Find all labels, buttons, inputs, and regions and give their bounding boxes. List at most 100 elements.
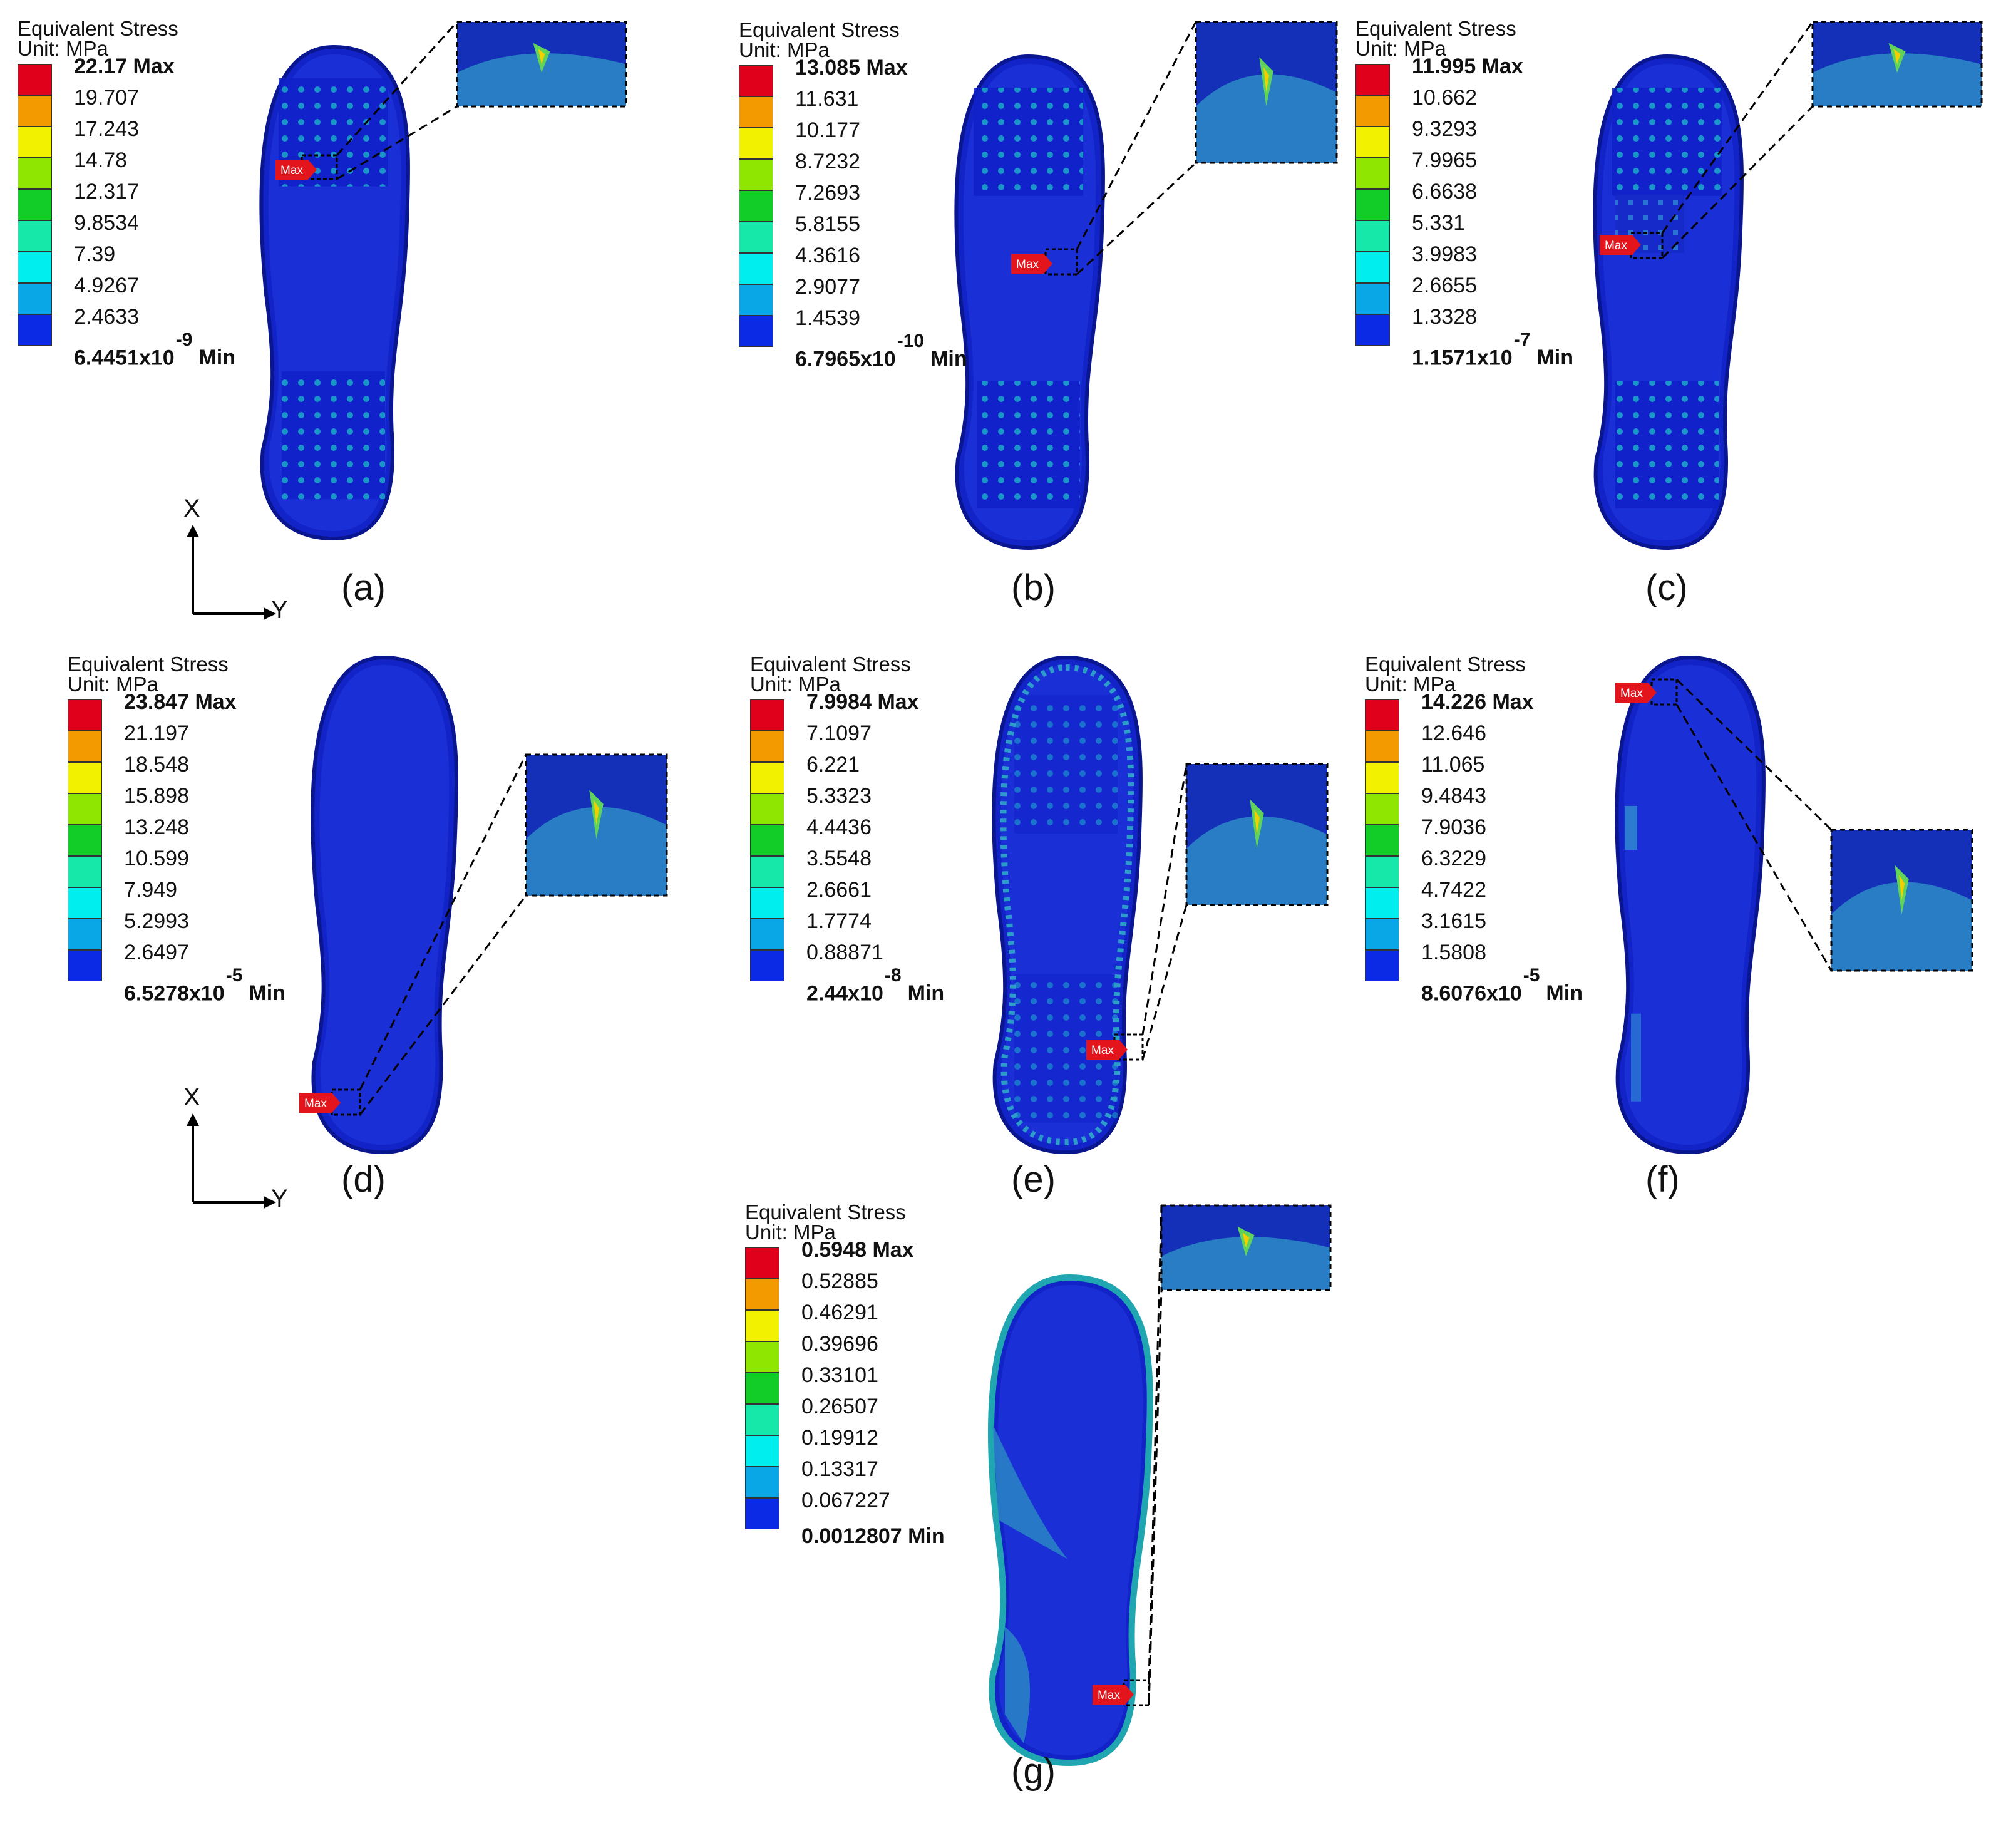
legend-f: Equivalent Stress Unit: MPa 14.226 Max 12.6… xyxy=(1365,654,1628,1005)
legend-a: Equivalent Stress Unit: MPa 22.17 Max 19.70… xyxy=(18,18,280,370)
color-swatch xyxy=(1365,856,1399,887)
leader-line xyxy=(359,754,527,1090)
leader-line xyxy=(1148,1205,1163,1681)
legend-tick-label: 2.9077 xyxy=(795,275,860,299)
legend-min-word: Min xyxy=(249,981,285,1006)
legend-tick-label: 0.88871 xyxy=(806,941,883,964)
legend-tick-label: 0.26507 xyxy=(801,1395,878,1418)
color-swatch xyxy=(1355,220,1390,252)
color-swatch xyxy=(739,222,773,253)
color-swatch xyxy=(18,283,52,314)
legend-tick-label: 3.1615 xyxy=(1421,909,1486,933)
axis-x-label: X xyxy=(183,495,200,522)
inset-border xyxy=(1185,763,1329,906)
stress-patch xyxy=(1631,1013,1641,1102)
color-swatch xyxy=(750,950,784,981)
legend-min-value: 0.0012807 Min xyxy=(801,1524,945,1548)
leader-line xyxy=(336,21,458,157)
legend-tick-label: 2.6661 xyxy=(806,878,872,902)
zoom-inset xyxy=(1160,1204,1332,1291)
color-swatch xyxy=(750,887,784,919)
legend-title: Equivalent Stress xyxy=(1365,653,1526,676)
inset-region xyxy=(1186,816,1327,905)
panel-caption-d: (d) xyxy=(341,1159,386,1200)
legend-unit: Unit: MPa xyxy=(18,37,108,60)
max-marker-label: Max xyxy=(1016,258,1039,271)
color-swatch xyxy=(1365,919,1399,950)
inset-region xyxy=(1161,1237,1330,1290)
inset-region xyxy=(1196,74,1337,163)
color-swatch xyxy=(750,825,784,856)
legend-tick-label: 6.6638 xyxy=(1412,180,1477,204)
color-swatch xyxy=(1365,825,1399,856)
inset-border xyxy=(456,21,627,108)
max-marker-arrow xyxy=(1632,235,1641,255)
legend-tick-label: 0.39696 xyxy=(801,1332,878,1356)
legend-min-word: Min xyxy=(198,346,235,370)
legend-min-label: 6.4451x10-9Min xyxy=(74,329,235,370)
zoom-box xyxy=(301,154,338,180)
legend-min-label: 1.1571x10-7Min xyxy=(1412,329,1573,370)
color-swatch xyxy=(739,128,773,159)
color-swatch xyxy=(68,731,102,762)
panel-caption-b: (b) xyxy=(1011,567,1056,608)
legend-min-word: Min xyxy=(907,981,945,1006)
legend-tick-label: 4.7422 xyxy=(1421,878,1486,902)
color-swatch xyxy=(68,856,102,887)
legend-min-value: 6.7965x10 xyxy=(795,347,896,371)
color-swatch xyxy=(1355,126,1390,158)
legend-title: Equivalent Stress xyxy=(1355,17,1516,40)
edge-stress xyxy=(1000,664,1134,1146)
axis-x-label: X xyxy=(183,1083,200,1111)
inset-hotspot-peak xyxy=(1242,1232,1250,1248)
max-marker xyxy=(1011,254,1044,274)
color-bar xyxy=(750,699,784,981)
legend-tick-label: 0.067227 xyxy=(801,1489,890,1512)
legend-tick-label: 4.4436 xyxy=(806,815,872,839)
legend-title: Equivalent Stress xyxy=(745,1200,906,1224)
color-bar xyxy=(739,65,773,347)
max-marker xyxy=(275,160,308,180)
legend-min-label: 0.0012807 Min xyxy=(801,1524,945,1549)
legend-min-label: 8.6076x10-5 Min xyxy=(1421,965,1583,1006)
legend-tick-label: 10.662 xyxy=(1412,86,1477,110)
legend-tick-label: 11.065 xyxy=(1421,753,1485,777)
insole-surface xyxy=(319,665,450,1145)
color-swatch xyxy=(68,950,102,981)
legend-tick-label: 12.317 xyxy=(74,180,139,204)
color-bar xyxy=(1365,699,1399,981)
axis-arrows xyxy=(187,525,276,620)
color-swatch xyxy=(18,64,52,95)
legend-tick-label: 0.46291 xyxy=(801,1301,878,1324)
zoom-inset xyxy=(1185,763,1329,906)
color-swatch xyxy=(1365,699,1399,731)
zoom-inset xyxy=(1195,21,1338,164)
legend-tick-label: 2.4633 xyxy=(74,305,139,329)
inset-hotspot-peak xyxy=(1899,875,1905,901)
legend-min-value: 2.44x10 xyxy=(806,981,883,1006)
max-marker-arrow xyxy=(308,160,317,180)
legend-tick-label: 1.3328 xyxy=(1412,305,1477,329)
legend-tick-label: 1.7774 xyxy=(806,909,872,933)
inset-region xyxy=(526,807,667,896)
color-swatch xyxy=(745,1279,779,1310)
color-swatch xyxy=(739,190,773,222)
legend-tick-label: 9.3293 xyxy=(1412,117,1477,141)
max-marker-label: Max xyxy=(280,164,303,177)
color-swatch xyxy=(1365,762,1399,793)
color-swatch xyxy=(18,158,52,189)
legend-max-label: 0.5948 Max xyxy=(801,1238,914,1262)
inset-border xyxy=(525,753,668,897)
max-marker xyxy=(1086,1040,1119,1060)
legend-tick-label: 9.8534 xyxy=(74,211,139,235)
legend-tick-label: 0.33101 xyxy=(801,1363,878,1387)
color-swatch xyxy=(68,919,102,950)
insole-d: Max xyxy=(299,655,668,1155)
legend-tick-label: 5.8155 xyxy=(795,212,860,236)
legend-tick-label: 10.599 xyxy=(124,847,189,870)
panel-caption-g: (g) xyxy=(1011,1751,1056,1792)
zoom-inset xyxy=(456,21,627,108)
color-swatch xyxy=(745,1373,779,1404)
color-swatch xyxy=(750,699,784,731)
legend-min-exponent: -5 xyxy=(225,965,243,986)
